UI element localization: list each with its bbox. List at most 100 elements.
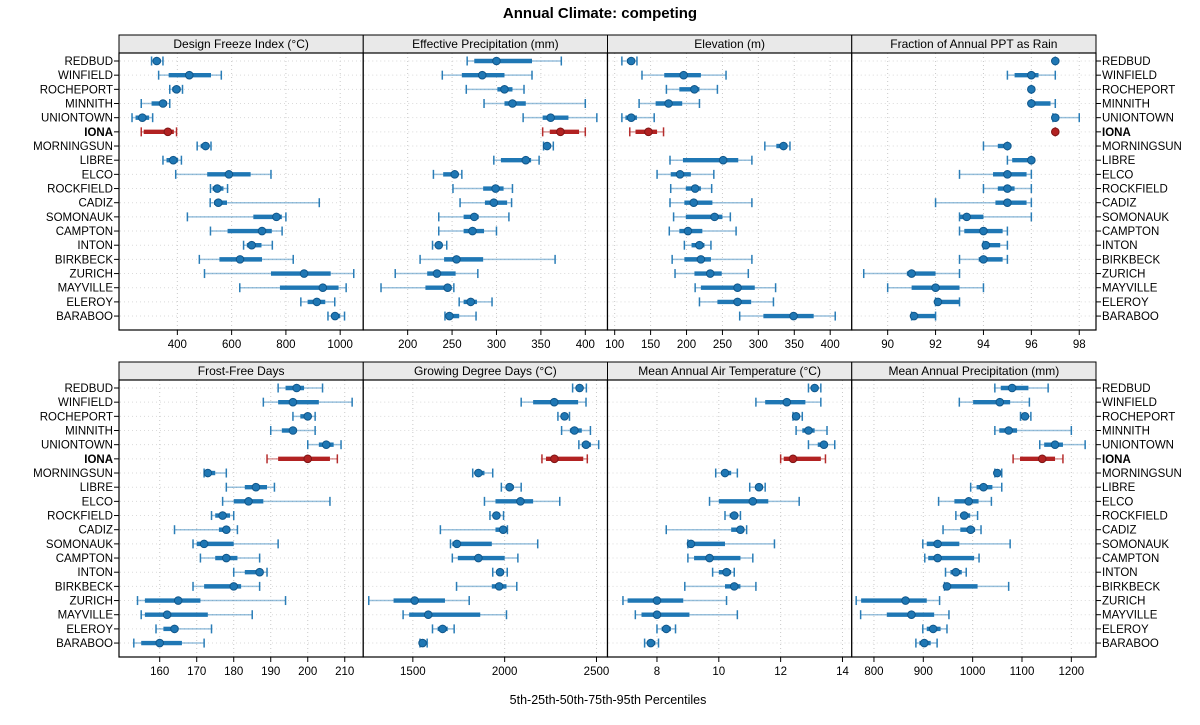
median-dot xyxy=(748,497,758,506)
station-label-right-campton: CAMPTON xyxy=(1102,553,1159,565)
series-cadiz xyxy=(934,198,1033,208)
series-morningsun xyxy=(714,468,739,478)
series-cadiz xyxy=(665,525,748,535)
x-tick-label: 300 xyxy=(487,339,506,351)
series-baraboo xyxy=(133,638,205,648)
median-dot xyxy=(705,553,714,563)
median-dot xyxy=(410,596,419,605)
median-dot xyxy=(907,610,916,620)
median-dot xyxy=(718,155,728,165)
station-label-left-eleroy: ELEROY xyxy=(66,624,113,636)
median-dot xyxy=(981,240,991,250)
series-iona xyxy=(1050,127,1060,137)
x-tick-label: 200 xyxy=(677,339,696,351)
median-dot xyxy=(979,255,988,264)
series-minnith xyxy=(795,426,828,436)
x-tick-label: 300 xyxy=(749,339,768,351)
x-tick-label: 900 xyxy=(914,666,933,678)
station-label-right-somonauk: SOMONAUK xyxy=(1102,539,1169,551)
series-rockfield xyxy=(209,184,229,194)
series-elco xyxy=(174,169,272,179)
series-minnith xyxy=(483,99,587,109)
series-uniontown xyxy=(522,113,598,123)
series-zurich xyxy=(136,596,287,606)
series-birkbeck xyxy=(198,254,294,264)
series-campton xyxy=(451,553,519,563)
median-dot xyxy=(754,482,764,492)
station-label-right-mayville: MAYVILLE xyxy=(1102,610,1158,622)
series-eleroy xyxy=(698,297,775,307)
median-dot xyxy=(1050,56,1060,66)
median-dot xyxy=(303,412,313,421)
median-dot xyxy=(901,596,910,605)
series-morningsun xyxy=(764,141,791,151)
panel-background xyxy=(607,53,852,330)
station-label-right-birkbeck: BIRKBECK xyxy=(1102,254,1160,266)
station-label-right-rocheport: ROCHEPORT xyxy=(1102,84,1175,96)
median-dot xyxy=(222,525,231,535)
series-elco xyxy=(483,496,561,506)
station-label-left-minnith: MINNITH xyxy=(65,99,113,111)
series-uniontown xyxy=(807,440,836,450)
median-dot xyxy=(494,582,504,591)
median-dot xyxy=(492,511,501,520)
series-elco xyxy=(221,496,331,506)
median-dot xyxy=(675,170,685,179)
series-eleroy xyxy=(656,624,677,634)
median-dot xyxy=(152,56,162,66)
median-dot xyxy=(689,198,699,207)
median-dot xyxy=(172,85,181,94)
median-dot xyxy=(722,567,731,577)
median-dot xyxy=(644,127,653,137)
series-iona xyxy=(140,127,178,137)
panel-strip-title: Effective Precipitation (mm) xyxy=(412,37,559,51)
series-uniontown xyxy=(1050,113,1080,123)
x-tick-label: 90 xyxy=(881,339,894,351)
median-dot xyxy=(170,624,179,634)
station-label-left-somonauk: SOMONAUK xyxy=(46,212,113,224)
median-dot xyxy=(556,127,565,137)
series-mayville xyxy=(886,283,985,293)
series-mayville xyxy=(859,610,950,620)
median-dot xyxy=(810,383,819,393)
median-dot xyxy=(222,553,231,563)
median-dot xyxy=(508,99,517,108)
series-winfield xyxy=(1006,70,1057,80)
station-label-right-morningsun: MORNINGSUN xyxy=(1102,468,1182,480)
station-label-right-minnith: MINNITH xyxy=(1102,426,1150,438)
median-dot xyxy=(979,482,988,492)
x-tick-label: 100 xyxy=(605,339,624,351)
series-libre xyxy=(493,155,540,165)
median-dot xyxy=(492,56,501,66)
median-dot xyxy=(661,624,671,634)
series-eleroy xyxy=(922,624,948,634)
median-dot xyxy=(516,497,525,506)
series-libre xyxy=(1006,155,1036,165)
median-dot xyxy=(229,582,239,591)
x-tick-label: 200 xyxy=(298,666,317,678)
median-dot xyxy=(434,240,444,250)
panel-mean-annual-precipitation-mm: Mean Annual Precipitation (mm) 800 900 1000… xyxy=(851,361,1101,678)
series-eleroy xyxy=(933,297,961,307)
x-tick-label: 150 xyxy=(641,339,660,351)
series-elco xyxy=(937,496,993,506)
x-tick-label: 1000 xyxy=(960,666,986,678)
series-campton xyxy=(209,226,283,236)
series-somonauk xyxy=(958,212,1033,222)
station-label-left-somonauk: SOMONAUK xyxy=(46,539,113,551)
median-dot xyxy=(1037,454,1047,464)
series-somonauk xyxy=(672,212,732,222)
series-baraboo xyxy=(327,311,346,321)
median-dot xyxy=(495,567,505,577)
x-tick-label: 400 xyxy=(576,339,595,351)
median-dot xyxy=(581,440,591,449)
series-campton xyxy=(958,226,1009,236)
series-somonauk xyxy=(686,539,776,549)
series-minnith xyxy=(1027,99,1057,109)
station-label-left-birkbeck: BIRKBECK xyxy=(55,254,113,266)
station-label-left-elco: ELCO xyxy=(82,169,113,181)
station-label-left-zurich: ZURICH xyxy=(70,269,113,281)
panel-strip-title: Mean Annual Precipitation (mm) xyxy=(889,364,1060,378)
median-dot xyxy=(729,582,739,591)
